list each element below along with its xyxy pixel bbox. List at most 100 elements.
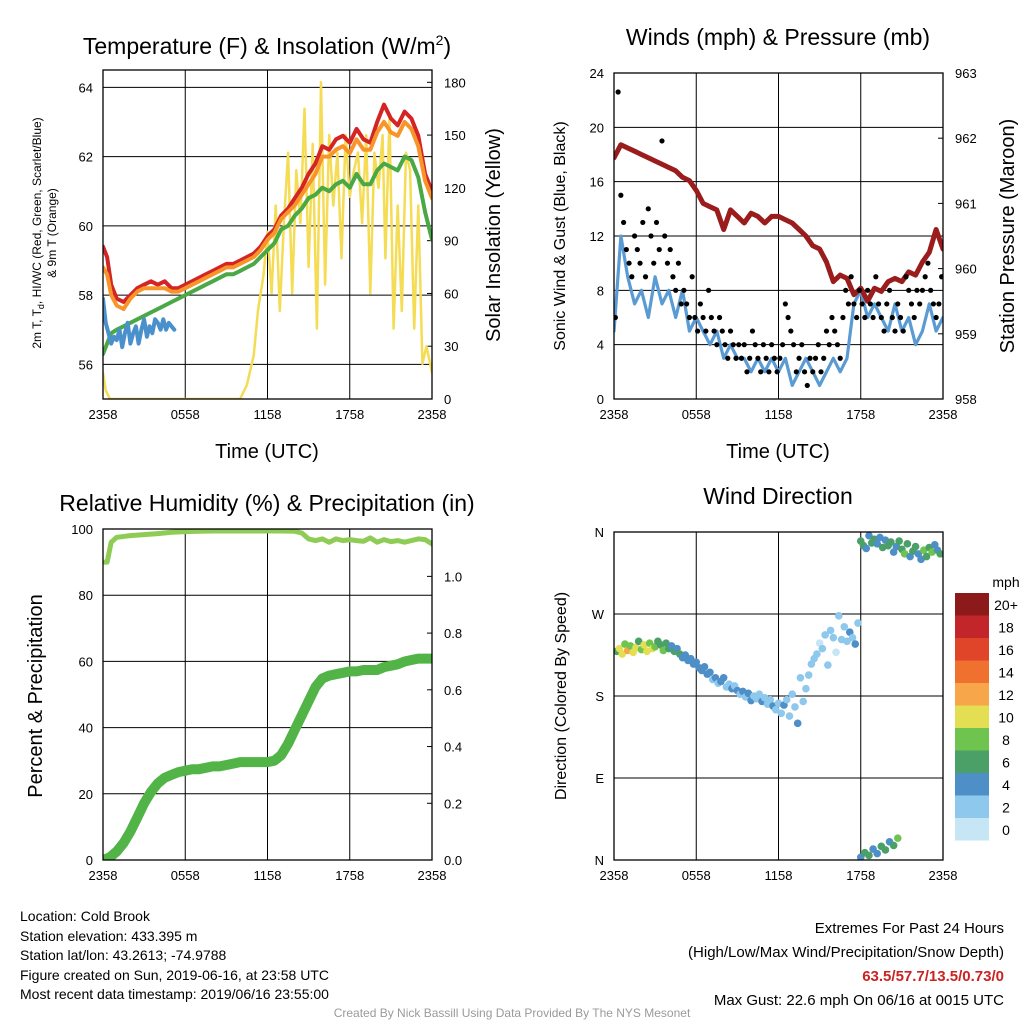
gust-point — [642, 274, 649, 280]
x-tick-label: 1158 — [254, 407, 282, 422]
direction-point — [873, 540, 881, 548]
y2-tick-label: 1.0 — [444, 569, 462, 584]
temperature-panel: Temperature (F) & Insolation (W/m2) 2m T… — [30, 32, 505, 463]
gust-point — [760, 342, 767, 348]
insolation-y-axis-label: Solar Insolation (Yellow) — [483, 128, 505, 342]
gust-point — [823, 328, 830, 334]
temperature-y-axis-label-line2: & 9m T (Orange) — [45, 188, 59, 278]
direction-point — [700, 663, 709, 671]
y-tick-label: 4 — [597, 338, 604, 353]
station-latlon: Station lat/lon: 43.2613; -74.9788 — [20, 947, 227, 963]
direction-point — [771, 705, 780, 714]
x-tick-label: 1758 — [335, 868, 364, 883]
y2-tick-label: 150 — [444, 128, 466, 143]
gust-point — [747, 355, 753, 361]
y-tick-label: 20 — [590, 120, 604, 135]
gust-point — [903, 274, 909, 280]
y-tick-label: 100 — [71, 522, 93, 537]
gust-point — [925, 260, 931, 266]
gust-point — [917, 301, 923, 307]
direction-point — [813, 650, 821, 658]
temperature-panel-title: Temperature (F) & Insolation (W/m2) — [83, 32, 451, 59]
direction-panel: Wind Direction Direction (Colored By Spe… — [553, 483, 1020, 883]
gust-point — [664, 260, 671, 266]
temperature-y-axis-label: 2m T, Td, HI/WC (Red, Green, Scarlet/Blu… — [30, 117, 46, 348]
direction-point — [706, 668, 714, 677]
station-info: Location: Cold Brook Station elevation: … — [20, 907, 329, 1005]
gust-point — [686, 314, 692, 321]
x-tick-label: 2358 — [418, 868, 447, 883]
gust-point — [744, 369, 750, 375]
gust-point — [782, 301, 788, 307]
max-gust: Max Gust: 22.6 mph On 06/16 at 0015 UTC — [713, 992, 1004, 1009]
x-tick-label: 0558 — [682, 407, 711, 422]
gust-point — [697, 301, 703, 307]
direction-point — [777, 709, 786, 718]
gust-point — [755, 355, 761, 361]
gust-point — [656, 246, 662, 253]
colorbar-label: 8 — [1002, 732, 1010, 748]
gust-point — [780, 342, 786, 348]
colorbar-label: 4 — [1002, 777, 1010, 793]
y2-tick-label: 180 — [444, 75, 466, 90]
gust-point — [692, 314, 698, 321]
direction-point — [881, 846, 890, 854]
gust-point — [678, 301, 684, 307]
direction-point — [848, 633, 857, 642]
gust-point — [733, 355, 739, 361]
colorbar-swatch — [955, 750, 989, 773]
gust-point — [788, 328, 794, 334]
y-tick-label: 0 — [597, 392, 604, 407]
direction-point — [821, 631, 829, 639]
y2-tick-label: 0.4 — [444, 740, 462, 755]
direction-point — [832, 648, 840, 657]
y-tick-label: E — [595, 771, 604, 786]
gust-point — [667, 246, 673, 253]
direction-y-axis-label: Direction (Colored By Speed) — [553, 592, 570, 800]
plot-frame — [613, 72, 944, 400]
x-tick-label: 2358 — [600, 407, 629, 422]
gust-point — [626, 260, 632, 266]
colorbar-label: 0 — [1002, 822, 1010, 838]
colorbar-title: mph — [992, 574, 1019, 590]
gust-point — [716, 314, 723, 321]
x-tick-label: 2358 — [929, 407, 958, 422]
y-tick-label: 60 — [79, 654, 93, 669]
gust-point — [908, 301, 915, 307]
gust-point — [763, 355, 769, 361]
direction-point — [782, 695, 791, 704]
x-tick-label: 1758 — [846, 407, 875, 422]
gust-point — [848, 274, 854, 280]
recent-data-timestamp: Most recent data timestamp: 2019/06/16 2… — [20, 986, 329, 1002]
y2-tick-label: 0.8 — [444, 626, 462, 641]
direction-point — [719, 673, 728, 682]
plot-frame — [102, 69, 433, 400]
gust-point — [851, 301, 857, 307]
gust-point — [884, 301, 890, 307]
y-tick-label: 8 — [597, 283, 604, 298]
gust-point — [695, 328, 701, 334]
gust-point — [777, 355, 783, 361]
extremes-info: Extremes For Past 24 Hours (High/Low/Max… — [688, 917, 1004, 1013]
direction-point — [854, 619, 862, 627]
extremes-heading: Extremes For Past 24 Hours — [814, 920, 1004, 937]
gust-point — [634, 246, 640, 253]
y-tick-label: 20 — [79, 787, 93, 802]
y2-tick-label: 960 — [955, 262, 977, 277]
x-tick-label: 1758 — [846, 868, 875, 883]
gust-point — [840, 314, 846, 321]
9m-temperature-series — [103, 119, 432, 311]
gust-point — [854, 314, 860, 321]
x-tick-label: 1158 — [765, 868, 793, 883]
relative-humidity-series — [103, 529, 432, 565]
dewpoint-series — [103, 154, 432, 356]
gust-point — [922, 274, 928, 280]
gust-point — [933, 314, 939, 321]
x-tick-label: 0558 — [171, 407, 200, 422]
direction-point — [851, 640, 860, 648]
gust-point — [738, 355, 745, 361]
gust-point — [774, 369, 780, 375]
direction-point — [824, 661, 832, 669]
direction-point — [818, 644, 827, 653]
x-tick-label: 2358 — [418, 407, 447, 422]
